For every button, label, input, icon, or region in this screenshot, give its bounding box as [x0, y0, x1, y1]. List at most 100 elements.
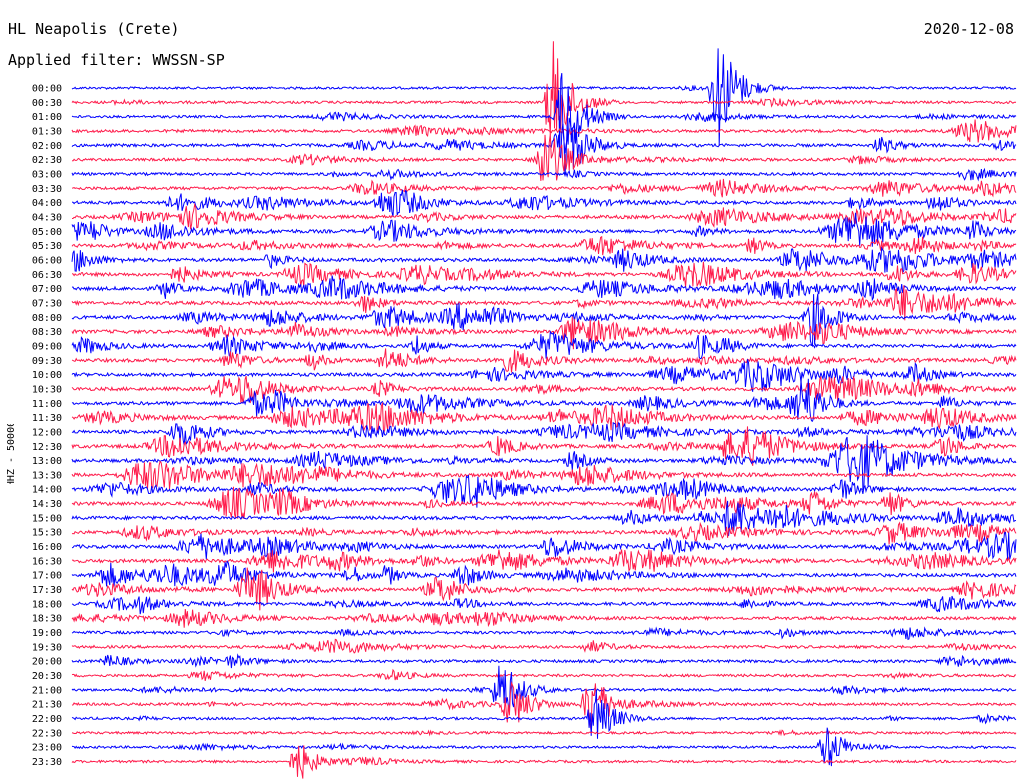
trace-2300 [71, 727, 1017, 767]
row-time-label: 20:30 [32, 671, 62, 682]
row-time-label: 21:00 [32, 685, 62, 696]
row-time-label: 17:00 [32, 571, 62, 582]
row-time-label: 13:00 [32, 456, 62, 467]
trace-1230 [71, 426, 1017, 466]
trace-0530 [71, 235, 1017, 256]
trace-0330 [71, 178, 1017, 198]
row-time-label: 22:30 [32, 728, 62, 739]
row-time-label: 00:00 [32, 84, 62, 95]
row-time-label: 00:30 [32, 98, 62, 109]
trace-2030 [71, 668, 1017, 682]
trace-0900 [71, 330, 1017, 360]
trace-0130 [71, 119, 1017, 143]
trace-1700 [71, 559, 1017, 587]
trace-0200 [71, 117, 1017, 175]
row-time-label: 03:00 [32, 169, 62, 180]
trace-1930 [71, 638, 1017, 654]
trace-1830 [71, 608, 1017, 628]
row-time-label: 17:30 [32, 585, 62, 596]
trace-0400 [71, 189, 1017, 218]
row-time-label: 12:30 [32, 442, 62, 453]
trace-0930 [71, 348, 1017, 373]
row-time-label: 08:30 [32, 327, 62, 338]
row-time-label: 20:00 [32, 657, 62, 668]
row-time-label: 14:30 [32, 499, 62, 510]
y-axis-label-text: HHZ - 50000 [6, 424, 17, 484]
row-time-label: 09:30 [32, 356, 62, 367]
row-time-label: 08:00 [32, 313, 62, 324]
trace-1100 [71, 378, 1017, 422]
trace-1630 [71, 549, 1017, 573]
trace-0700 [71, 275, 1017, 302]
plot-date: 2020-12-08 [923, 20, 1014, 38]
trace-1500 [71, 500, 1017, 536]
trace-1300 [71, 435, 1017, 491]
trace-1400 [71, 474, 1017, 508]
trace-2130 [71, 681, 1017, 732]
row-time-label: 07:30 [32, 298, 62, 309]
row-time-label: 03:30 [32, 184, 62, 195]
trace-0000 [71, 48, 1017, 146]
trace-0300 [71, 167, 1017, 182]
trace-1900 [71, 626, 1017, 641]
row-time-label: 18:30 [32, 614, 62, 625]
trace-0500 [71, 212, 1017, 247]
row-time-label: 04:30 [32, 212, 62, 223]
trace-2330 [71, 745, 1017, 779]
station-title: HL Neapolis (Crete) [8, 20, 180, 38]
row-time-label: 07:00 [32, 284, 62, 295]
row-time-label: 21:30 [32, 700, 62, 711]
row-time-label: 16:00 [32, 542, 62, 553]
trace-1800 [71, 595, 1017, 615]
trace-2000 [71, 653, 1017, 669]
row-time-label: 19:00 [32, 628, 62, 639]
trace-1030 [71, 375, 1017, 404]
row-time-label: 04:00 [32, 198, 62, 209]
row-time-label: 02:30 [32, 155, 62, 166]
row-time-label: 11:30 [32, 413, 62, 424]
row-time-label: 22:00 [32, 714, 62, 725]
row-time-label: 11:00 [32, 399, 62, 410]
trace-0730 [71, 285, 1017, 321]
trace-1330 [71, 460, 1017, 490]
row-time-label: 06:00 [32, 255, 62, 266]
row-time-label: 05:30 [32, 241, 62, 252]
row-time-label: 15:00 [32, 513, 62, 524]
row-time-label: 01:00 [32, 112, 62, 123]
trace-0800 [71, 293, 1017, 348]
trace-0600 [71, 246, 1017, 274]
row-time-label: 16:30 [32, 556, 62, 567]
row-time-label: 23:00 [32, 743, 62, 754]
row-time-label: 01:30 [32, 126, 62, 137]
trace-0430 [72, 202, 1017, 230]
trace-1130 [71, 401, 1017, 434]
row-time-label: 12:00 [32, 427, 62, 438]
trace-2230 [71, 729, 1017, 737]
trace-0030 [71, 41, 1017, 135]
trace-1530 [71, 521, 1017, 545]
row-time-label: 06:30 [32, 270, 62, 281]
y-axis-label: HHZ - 50000 [6, 424, 17, 484]
trace-1600 [71, 531, 1017, 560]
trace-0630 [71, 261, 1017, 288]
trace-1000 [71, 359, 1017, 392]
row-time-label: 13:30 [32, 470, 62, 481]
filter-label: Applied filter: WWSSN-SP [8, 51, 225, 69]
trace-1200 [71, 421, 1017, 446]
trace-0230 [71, 134, 1017, 181]
row-time-label: 10:30 [32, 384, 62, 395]
row-time-label: 18:00 [32, 599, 62, 610]
row-time-label: 10:00 [32, 370, 62, 381]
row-time-label: 09:00 [32, 341, 62, 352]
trace-0830 [71, 316, 1017, 350]
row-time-label: 05:00 [32, 227, 62, 238]
trace-1430 [71, 486, 1017, 519]
trace-2100 [71, 665, 1017, 711]
row-time-label: 19:30 [32, 642, 62, 653]
row-time-label: 14:00 [32, 485, 62, 496]
row-time-label: 02:00 [32, 141, 62, 152]
trace-0100 [71, 73, 1017, 156]
row-time-label: 15:30 [32, 528, 62, 539]
row-time-label: 23:30 [32, 757, 62, 768]
